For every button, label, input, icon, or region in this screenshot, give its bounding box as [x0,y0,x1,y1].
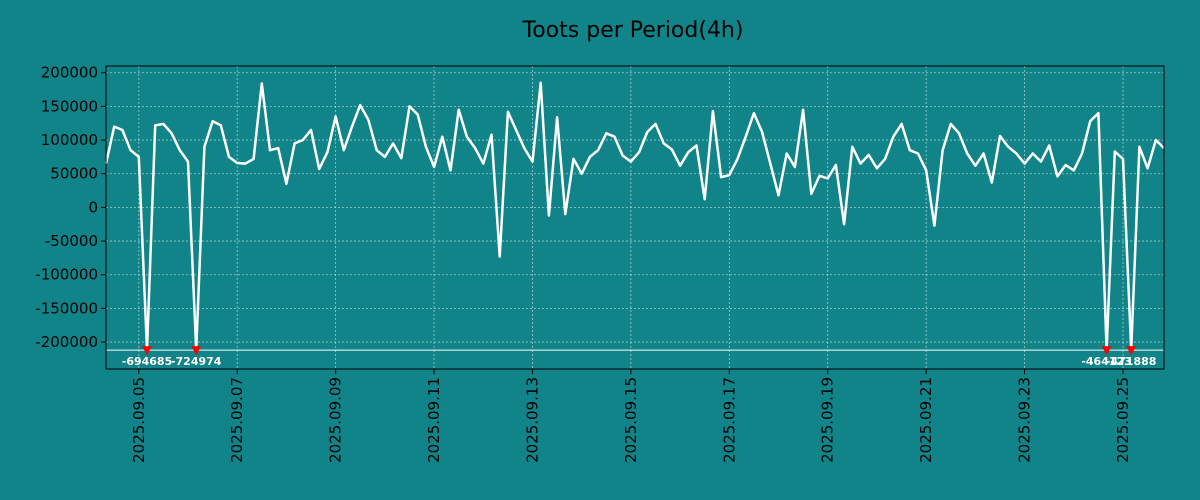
grid [106,66,1164,369]
outlier-label: -464123 [1081,355,1132,368]
x-tick-label: 2025.09.17 [720,377,738,463]
y-tick-label: 150000 [41,97,98,115]
y-tick-label: -150000 [35,299,98,317]
outlier-label: -724974 [171,355,222,368]
x-axis-ticks: 2025.09.05 2025.09.07 2025.09.09 2025.09.11… [130,369,1132,463]
y-axis-ticks: 200000 150000 100000 50000 0 -50000 -100000 -15… [35,64,106,351]
x-tick-label: 2025.09.05 [130,377,148,463]
x-tick-label: 2025.09.23 [1016,377,1034,463]
outlier-marker [1101,346,1112,356]
outlier-marker [191,346,202,356]
outlier-marker [1126,346,1137,356]
outlier-markers: -694685-724974 -464123-471888 [122,346,1157,368]
x-tick-label: 2025.09.25 [1114,377,1132,463]
y-tick-label: -50000 [45,232,98,250]
x-tick-label: 2025.09.15 [622,377,640,463]
y-tick-label: 50000 [50,165,98,183]
series-line-toots [104,81,1165,352]
x-tick-label: 2025.09.09 [327,377,345,463]
plot-frame [105,65,1165,370]
x-tick-label: 2025.09.11 [425,377,443,463]
y-tick-label: -100000 [35,266,98,284]
x-tick-label: 2025.09.07 [228,377,246,463]
x-tick-label: 2025.09.19 [819,377,837,463]
y-tick-label: -200000 [35,333,98,351]
y-tick-label: 0 [88,198,98,216]
outlier-marker [142,346,153,356]
series-line-layer [104,81,1165,352]
x-tick-label: 2025.09.13 [523,377,541,463]
outlier-label: -471888 [1106,355,1157,368]
outlier-label: -694685 [122,355,173,368]
x-tick-label: 2025.09.21 [917,377,935,463]
y-tick-label: 200000 [41,64,98,82]
y-tick-label: 100000 [41,131,98,149]
chart-title: Toots per Period(4h) [522,18,744,43]
